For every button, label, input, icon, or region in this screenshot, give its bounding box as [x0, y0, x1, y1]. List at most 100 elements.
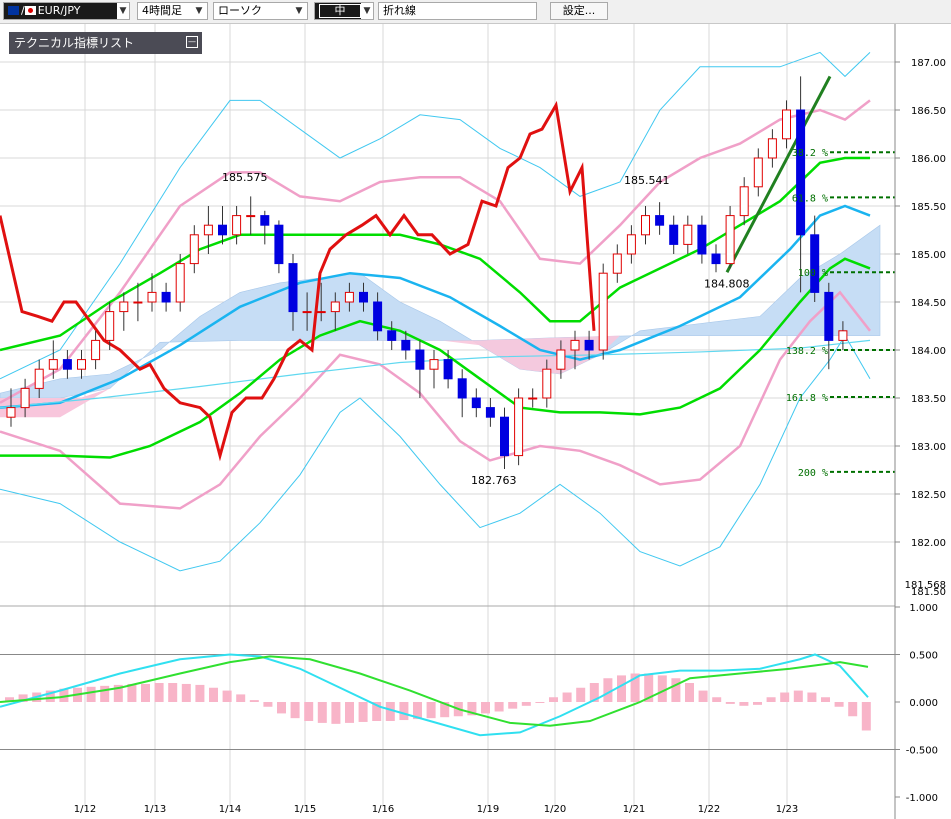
candle-down — [584, 339, 594, 351]
chevron-down-icon[interactable]: ▼ — [117, 3, 129, 19]
line-style-label: 折れ線 — [383, 4, 416, 17]
pair-select[interactable]: / EUR/JPY ▼ — [3, 2, 130, 20]
candle-up — [612, 253, 622, 274]
line-style-select[interactable]: 折れ線 — [378, 2, 537, 20]
chart-canvas: 38.2 % 61.8 % 100 % 138.2 % 161.8 % 200 % 185… — [0, 24, 946, 819]
candle-up — [838, 330, 848, 341]
osc-histogram-bar — [141, 683, 150, 702]
time-label: 1/20 — [544, 804, 566, 815]
time-axis: 1/12 1/13 1/14 1/15 1/16 1/19 1/20 1/21 1/22 1/23 — [74, 804, 798, 815]
line-width-label: 中 — [319, 4, 361, 18]
chevron-down-icon[interactable]: ▼ — [295, 6, 303, 16]
osc-histogram-bar — [290, 702, 300, 719]
osc-histogram-bar — [562, 692, 572, 702]
price-tick-label: 185.50 — [911, 202, 946, 213]
timeframe-select[interactable]: 4時間足 ▼ — [137, 2, 208, 20]
time-label: 1/16 — [372, 804, 394, 815]
osc-histogram-bar — [848, 702, 858, 717]
osc-tick-label: 0.500 — [909, 651, 938, 662]
minimize-icon[interactable]: — — [186, 36, 198, 48]
osc-histogram-bar — [617, 675, 626, 702]
candle-down — [415, 349, 425, 370]
price-tick-label: 186.50 — [911, 106, 946, 117]
price-annotation: 184.808 — [704, 277, 750, 290]
candle-up — [683, 224, 693, 245]
candle-up — [514, 397, 524, 457]
osc-histogram-bar — [861, 702, 871, 731]
candles — [6, 76, 848, 470]
fibonacci-levels: 38.2 % 61.8 % 100 % 138.2 % 161.8 % 200 % — [786, 148, 895, 479]
time-label: 1/14 — [219, 804, 241, 815]
chart-type-select[interactable]: ローソク ▼ — [213, 2, 308, 20]
bb-upper-inner — [0, 99, 871, 404]
chevron-down-icon[interactable]: ▼ — [361, 3, 373, 19]
candle-up — [641, 215, 650, 236]
fibo-label: 61.8 % — [792, 193, 828, 204]
osc-histogram-bar — [195, 684, 205, 702]
osc-histogram-bar — [535, 702, 545, 703]
price-annotation: 185.541 — [624, 174, 670, 187]
osc-slow-line — [0, 655, 869, 727]
price-axis: 187.00 186.50 186.00 185.50 185.00 184.50 184.… — [894, 24, 946, 819]
osc-histogram-bar — [413, 702, 422, 720]
osc-histogram-bar — [508, 702, 518, 709]
osc-histogram-bar — [113, 684, 123, 702]
ma-base — [0, 257, 871, 459]
candle-up — [34, 368, 44, 389]
candle-up — [20, 387, 30, 409]
price-annotation: 185.575 — [222, 171, 268, 184]
candle-up — [119, 301, 129, 313]
indicator-list-panel[interactable]: テクニカル指標リスト — — [9, 32, 202, 54]
price-annotation: 182.763 — [471, 474, 517, 487]
candle-down — [500, 416, 509, 457]
osc-histogram-bar — [821, 697, 830, 702]
fibo-label: 100 % — [798, 268, 828, 279]
osc-histogram-bar — [521, 702, 531, 706]
price-tick-label: 182.00 — [911, 538, 946, 549]
candle-down — [485, 407, 495, 418]
fibo-label: 38.2 % — [792, 148, 828, 159]
candle-down — [373, 301, 383, 332]
candle-down — [62, 359, 72, 370]
candle-up — [598, 272, 608, 351]
price-tick-label: 186.00 — [911, 154, 946, 165]
osc-histogram-bar — [753, 702, 762, 705]
osc-histogram-bar — [263, 702, 273, 707]
price-tick-label: 183.00 — [911, 442, 946, 453]
candle-up — [429, 359, 439, 370]
candle-up — [105, 311, 115, 341]
time-label: 1/15 — [294, 804, 316, 815]
osc-histogram-bar — [644, 673, 654, 702]
osc-histogram-bar — [589, 683, 599, 702]
candle-down — [824, 291, 834, 341]
chevron-down-icon[interactable]: ▼ — [195, 6, 203, 16]
osc-histogram-bar — [59, 688, 69, 702]
candle-up — [232, 215, 242, 236]
osc-histogram-bar — [657, 675, 667, 702]
candle-down — [401, 339, 411, 351]
fibo-label: 161.8 % — [786, 393, 828, 404]
osc-histogram-bar — [86, 686, 96, 702]
candle-up — [175, 263, 185, 303]
candle-up — [542, 368, 552, 399]
candle-down — [443, 359, 453, 380]
indicator-list-label: テクニカル指標リスト — [14, 36, 135, 50]
candle-down — [711, 253, 721, 265]
trend-line — [725, 75, 832, 273]
osc-tick-label: -1.000 — [906, 793, 938, 804]
osc-histogram-bar — [494, 702, 504, 712]
osc-histogram-bar — [766, 697, 776, 702]
settings-button[interactable]: 設定... — [550, 2, 608, 20]
price-min-label: 181.568 — [905, 580, 946, 591]
pair-label: EUR/JPY — [37, 4, 81, 17]
line-width-select[interactable]: 中 ▼ — [314, 2, 374, 20]
candle-up — [739, 186, 749, 217]
osc-histogram-bar — [358, 702, 368, 722]
candle-up — [302, 311, 312, 314]
osc-histogram-bar — [440, 702, 450, 718]
bb-lower-outer — [0, 334, 871, 572]
osc-histogram-bar — [277, 702, 286, 714]
osc-histogram-bar — [345, 702, 354, 723]
osc-histogram-bar — [385, 702, 395, 721]
osc-histogram-bar — [249, 700, 259, 702]
